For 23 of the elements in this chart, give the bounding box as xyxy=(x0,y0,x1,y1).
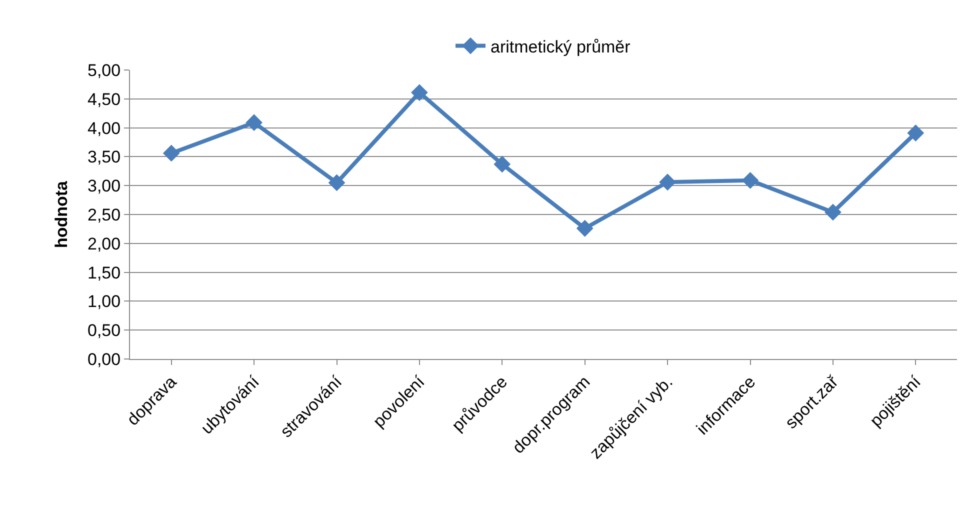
y-tick-label: 2,00 xyxy=(88,234,121,254)
point xyxy=(328,174,346,192)
point xyxy=(659,174,676,191)
point xyxy=(162,144,180,162)
y-tick-label: 5,00 xyxy=(88,60,121,80)
point xyxy=(494,156,511,173)
y-tick-label: 4,00 xyxy=(88,118,121,138)
point xyxy=(246,114,262,132)
y-tick-label: 3,00 xyxy=(88,176,121,196)
point xyxy=(824,204,842,221)
y-tick-label: 3,50 xyxy=(88,148,121,167)
point xyxy=(742,172,759,189)
y-tick-label: 4,50 xyxy=(88,90,121,109)
y-tick-label: 2,50 xyxy=(88,205,121,224)
legend-label: aritmetický průměr xyxy=(490,37,631,56)
y-tick-label: 1,00 xyxy=(88,292,121,312)
y-axis-title: hodnota xyxy=(52,180,72,248)
y-tick-label: 0,50 xyxy=(88,321,121,340)
y-tick-label: 0,00 xyxy=(88,350,121,369)
point xyxy=(411,84,428,101)
point xyxy=(576,220,594,237)
point xyxy=(907,124,924,142)
y-tick-label: 1,50 xyxy=(88,263,121,282)
